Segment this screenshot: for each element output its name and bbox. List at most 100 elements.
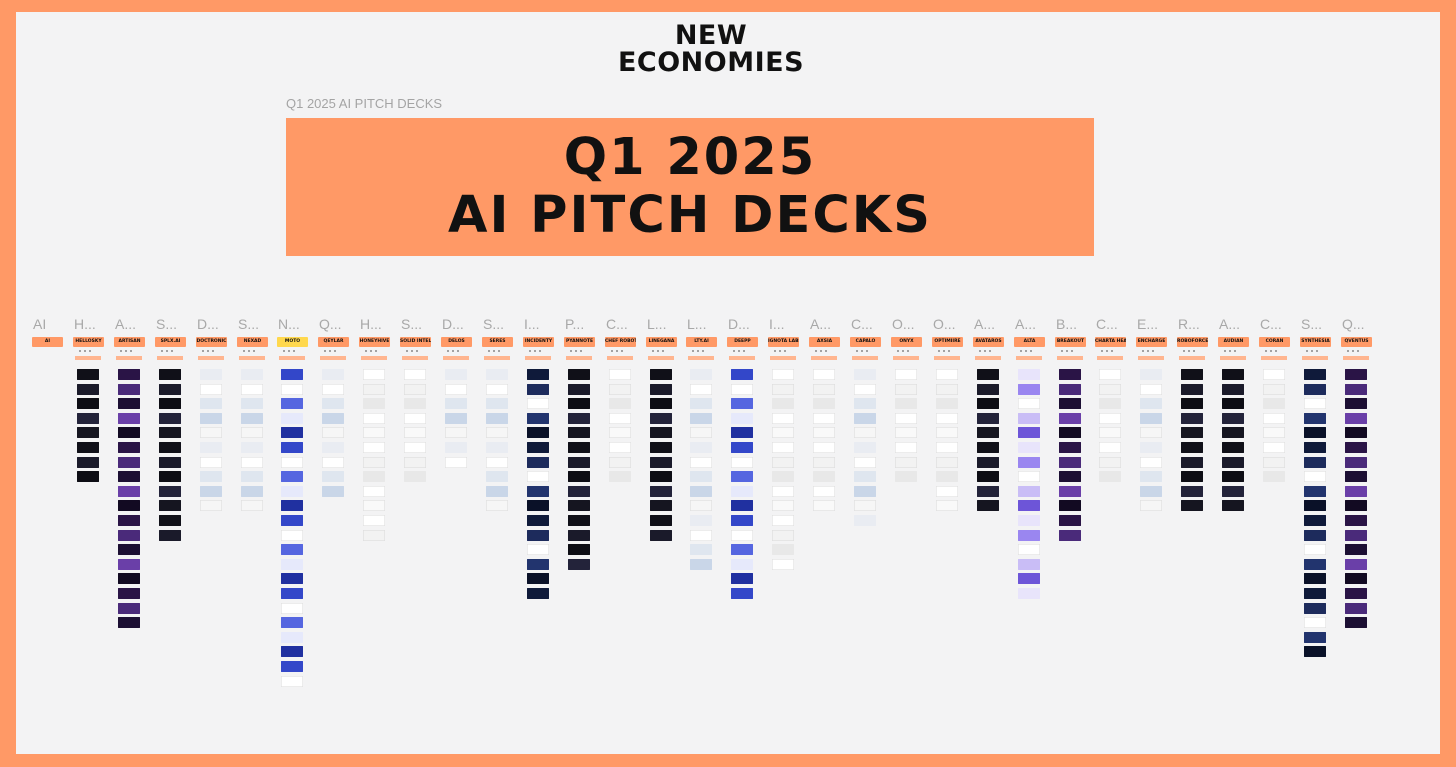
- slide-thumbnail[interactable]: [731, 559, 753, 570]
- slide-thumbnail[interactable]: [363, 427, 385, 438]
- slide-thumbnail[interactable]: [731, 413, 753, 424]
- slide-thumbnail[interactable]: [609, 384, 631, 395]
- company-tag[interactable]: AUDIAN: [1218, 337, 1249, 347]
- slide-thumbnail[interactable]: [1140, 457, 1162, 468]
- slide-thumbnail[interactable]: [568, 413, 590, 424]
- slide-thumbnail[interactable]: [118, 442, 140, 453]
- slide-thumbnail[interactable]: [1018, 413, 1040, 424]
- slide-thumbnail[interactable]: [118, 457, 140, 468]
- slide-thumbnail[interactable]: [813, 369, 835, 380]
- slide-thumbnail[interactable]: [895, 442, 917, 453]
- slide-thumbnail[interactable]: [1345, 369, 1367, 380]
- slide-thumbnail[interactable]: [1304, 559, 1326, 570]
- slide-thumbnail[interactable]: [1018, 515, 1040, 526]
- slide-thumbnail[interactable]: [281, 646, 303, 657]
- company-tag[interactable]: ROBOFORCE: [1177, 337, 1208, 347]
- slide-thumbnail[interactable]: [1345, 617, 1367, 628]
- slide-thumbnail[interactable]: [1304, 500, 1326, 511]
- company-tag[interactable]: SYNTHESIA: [1300, 337, 1331, 347]
- slide-thumbnail[interactable]: [486, 413, 508, 424]
- slide-thumbnail[interactable]: [1059, 442, 1081, 453]
- slide-thumbnail[interactable]: [650, 413, 672, 424]
- company-tag[interactable]: LTY.AI: [686, 337, 717, 347]
- slide-thumbnail[interactable]: [281, 384, 303, 395]
- slide-thumbnail[interactable]: [1263, 471, 1285, 482]
- slide-thumbnail[interactable]: [731, 500, 753, 511]
- slide-thumbnail[interactable]: [527, 500, 549, 511]
- slide-thumbnail[interactable]: [895, 369, 917, 380]
- slide-thumbnail[interactable]: [690, 544, 712, 555]
- slide-thumbnail[interactable]: [895, 457, 917, 468]
- slide-thumbnail[interactable]: [1345, 486, 1367, 497]
- slide-thumbnail[interactable]: [1140, 500, 1162, 511]
- slide-thumbnail[interactable]: [363, 413, 385, 424]
- slide-thumbnail[interactable]: [445, 384, 467, 395]
- company-tag[interactable]: DOCTRONIC: [196, 337, 227, 347]
- slide-thumbnail[interactable]: [118, 500, 140, 511]
- slide-thumbnail[interactable]: [977, 471, 999, 482]
- slide-thumbnail[interactable]: [241, 457, 263, 468]
- company-tag[interactable]: DELOS: [441, 337, 472, 347]
- slide-thumbnail[interactable]: [486, 427, 508, 438]
- slide-thumbnail[interactable]: [609, 413, 631, 424]
- slide-thumbnail[interactable]: [690, 427, 712, 438]
- slide-thumbnail[interactable]: [1181, 457, 1203, 468]
- slide-thumbnail[interactable]: [241, 500, 263, 511]
- slide-thumbnail[interactable]: [650, 515, 672, 526]
- slide-thumbnail[interactable]: [1222, 471, 1244, 482]
- slide-thumbnail[interactable]: [1263, 442, 1285, 453]
- slide-thumbnail[interactable]: [486, 457, 508, 468]
- slide-thumbnail[interactable]: [527, 369, 549, 380]
- slide-thumbnail[interactable]: [854, 500, 876, 511]
- slide-thumbnail[interactable]: [854, 427, 876, 438]
- slide-thumbnail[interactable]: [322, 369, 344, 380]
- slide-thumbnail[interactable]: [1018, 588, 1040, 599]
- slide-thumbnail[interactable]: [1018, 457, 1040, 468]
- slide-thumbnail[interactable]: [895, 384, 917, 395]
- slide-thumbnail[interactable]: [1018, 573, 1040, 584]
- slide-thumbnail[interactable]: [527, 471, 549, 482]
- slide-thumbnail[interactable]: [404, 457, 426, 468]
- slide-thumbnail[interactable]: [1345, 500, 1367, 511]
- slide-thumbnail[interactable]: [159, 427, 181, 438]
- slide-thumbnail[interactable]: [404, 471, 426, 482]
- slide-thumbnail[interactable]: [363, 369, 385, 380]
- slide-thumbnail[interactable]: [772, 442, 794, 453]
- slide-thumbnail[interactable]: [363, 398, 385, 409]
- slide-thumbnail[interactable]: [1345, 427, 1367, 438]
- company-tag[interactable]: ALTA: [1014, 337, 1045, 347]
- slide-thumbnail[interactable]: [568, 530, 590, 541]
- slide-thumbnail[interactable]: [1140, 471, 1162, 482]
- slide-thumbnail[interactable]: [200, 384, 222, 395]
- slide-thumbnail[interactable]: [1304, 588, 1326, 599]
- slide-thumbnail[interactable]: [1345, 588, 1367, 599]
- slide-thumbnail[interactable]: [690, 398, 712, 409]
- slide-thumbnail[interactable]: [486, 486, 508, 497]
- slide-thumbnail[interactable]: [200, 442, 222, 453]
- slide-thumbnail[interactable]: [77, 384, 99, 395]
- slide-thumbnail[interactable]: [690, 471, 712, 482]
- slide-thumbnail[interactable]: [77, 427, 99, 438]
- slide-thumbnail[interactable]: [650, 442, 672, 453]
- slide-thumbnail[interactable]: [568, 427, 590, 438]
- slide-thumbnail[interactable]: [854, 369, 876, 380]
- slide-thumbnail[interactable]: [241, 398, 263, 409]
- slide-thumbnail[interactable]: [159, 500, 181, 511]
- slide-thumbnail[interactable]: [731, 398, 753, 409]
- slide-thumbnail[interactable]: [445, 442, 467, 453]
- slide-thumbnail[interactable]: [895, 427, 917, 438]
- slide-thumbnail[interactable]: [936, 457, 958, 468]
- slide-thumbnail[interactable]: [731, 442, 753, 453]
- company-tag[interactable]: AI: [32, 337, 63, 347]
- slide-thumbnail[interactable]: [854, 384, 876, 395]
- slide-thumbnail[interactable]: [1181, 369, 1203, 380]
- slide-thumbnail[interactable]: [1222, 486, 1244, 497]
- slide-thumbnail[interactable]: [731, 515, 753, 526]
- slide-thumbnail[interactable]: [813, 442, 835, 453]
- slide-thumbnail[interactable]: [813, 471, 835, 482]
- slide-thumbnail[interactable]: [1099, 427, 1121, 438]
- slide-thumbnail[interactable]: [241, 442, 263, 453]
- slide-thumbnail[interactable]: [445, 457, 467, 468]
- slide-thumbnail[interactable]: [895, 413, 917, 424]
- slide-thumbnail[interactable]: [1018, 530, 1040, 541]
